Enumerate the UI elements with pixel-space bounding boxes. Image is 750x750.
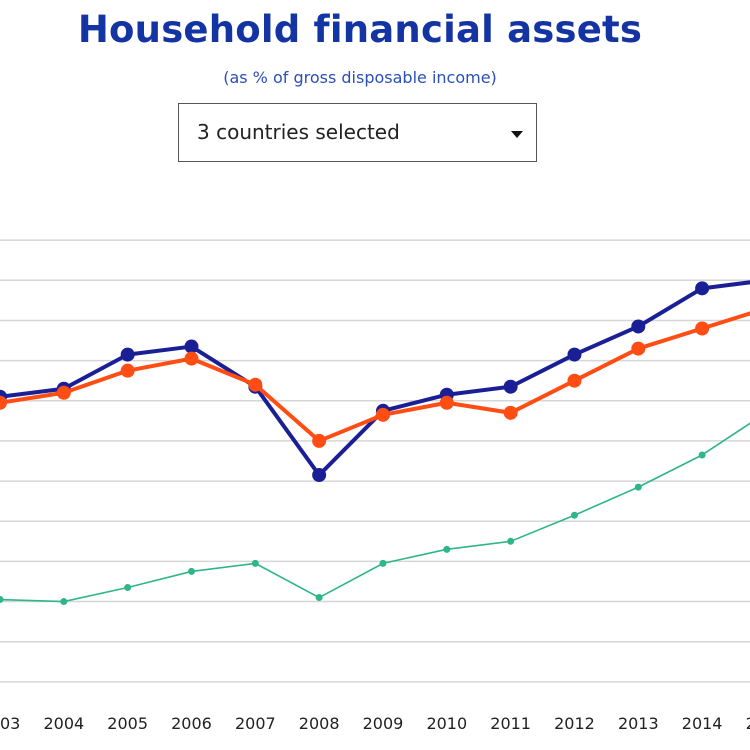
data-point-series-1 xyxy=(631,319,646,334)
chart-title: Household financial assets xyxy=(77,8,643,51)
x-tick-label: 2007 xyxy=(235,714,276,733)
x-tick-label: 2003 xyxy=(0,714,20,733)
x-tick-label: 2004 xyxy=(43,714,84,733)
x-tick-label: 2015 xyxy=(746,714,750,733)
country-selector-value: 3 countries selected xyxy=(197,120,400,144)
data-point-series-3 xyxy=(443,545,451,553)
data-point-series-2 xyxy=(56,385,71,400)
data-point-series-3 xyxy=(0,596,4,604)
x-tick-label: 2009 xyxy=(363,714,404,733)
data-point-series-3 xyxy=(124,583,132,591)
data-point-series-3 xyxy=(634,483,642,491)
data-point-series-3 xyxy=(570,511,578,519)
x-tick-label: 2008 xyxy=(299,714,340,733)
x-tick-label: 2013 xyxy=(618,714,659,733)
x-tick-label: 2006 xyxy=(171,714,212,733)
data-point-series-2 xyxy=(120,363,135,378)
data-point-series-3 xyxy=(187,567,195,575)
data-point-series-1 xyxy=(503,379,518,394)
data-point-series-2 xyxy=(312,433,327,448)
chart-subtitle: (as % of gross disposable income) xyxy=(223,68,497,87)
caret-down-icon xyxy=(511,131,523,138)
x-tick-label: 2014 xyxy=(682,714,723,733)
data-point-series-2 xyxy=(0,395,7,410)
data-point-series-3 xyxy=(60,598,68,606)
data-point-series-2 xyxy=(567,373,582,388)
data-point-series-3 xyxy=(251,559,259,567)
data-point-series-2 xyxy=(375,407,390,422)
data-point-series-2 xyxy=(439,395,454,410)
x-tick-label: 2011 xyxy=(490,714,531,733)
data-point-series-1 xyxy=(184,339,199,354)
data-point-series-1 xyxy=(120,347,135,362)
data-point-series-1 xyxy=(312,468,327,483)
x-tick-label: 2005 xyxy=(107,714,148,733)
data-point-series-2 xyxy=(695,321,710,336)
data-point-series-3 xyxy=(698,451,706,459)
country-selector-dropdown[interactable]: 3 countries selected xyxy=(178,103,537,162)
data-point-series-3 xyxy=(507,537,515,545)
data-point-series-2 xyxy=(248,377,263,392)
data-point-series-3 xyxy=(379,559,387,567)
data-point-series-1 xyxy=(695,281,710,296)
data-point-series-2 xyxy=(503,405,518,420)
x-tick-label: 2012 xyxy=(554,714,595,733)
x-tick-label: 2010 xyxy=(426,714,467,733)
data-point-series-3 xyxy=(315,594,323,602)
data-point-series-1 xyxy=(567,347,582,362)
data-point-series-2 xyxy=(184,351,199,366)
data-point-series-2 xyxy=(631,341,646,356)
